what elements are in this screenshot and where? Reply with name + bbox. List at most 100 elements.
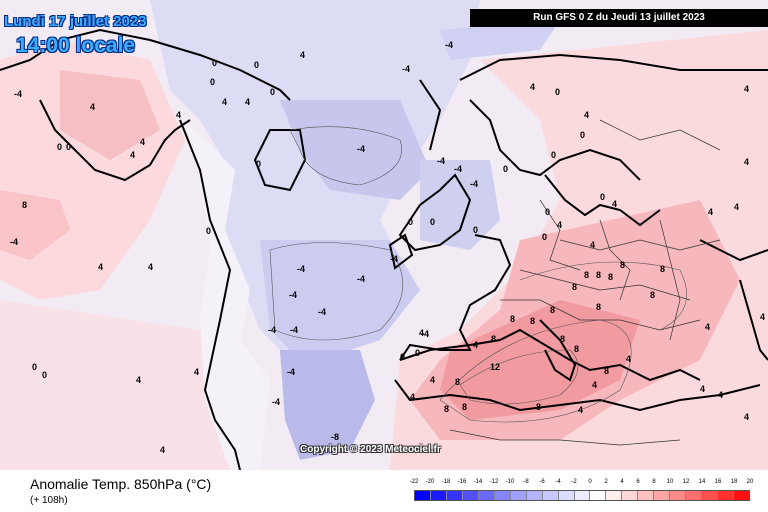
warm-anomaly-greenland-core xyxy=(60,70,160,160)
color-scale-label: 12 xyxy=(682,479,690,485)
contour-label: 8 xyxy=(462,402,467,412)
contour-label: 0 xyxy=(551,150,556,160)
contour-label: 0 xyxy=(254,60,259,70)
valid-date: Lundi 17 juillet 2023 xyxy=(4,13,147,30)
contour-label: 8 xyxy=(22,200,27,210)
contour-label: 0 xyxy=(545,207,550,217)
color-scale-cell xyxy=(638,491,655,500)
cool-anomaly-core-north xyxy=(280,100,430,200)
contour-label: 4 xyxy=(530,82,535,92)
contour-label: 4 xyxy=(140,137,145,147)
contour-label: 0 xyxy=(503,164,508,174)
contour-label: 4 xyxy=(222,97,227,107)
color-scale-cell xyxy=(606,491,623,500)
forecast-offset: (+ 108h) xyxy=(30,495,68,506)
contour-label: 0 xyxy=(473,225,478,235)
valid-time: 14:00 locale xyxy=(16,34,136,57)
color-scale-cell xyxy=(574,491,591,500)
color-scale-label: 10 xyxy=(666,479,674,485)
contour-label: 4 xyxy=(700,384,705,394)
italy-coast xyxy=(539,319,577,382)
color-scale-cell xyxy=(670,491,687,500)
contour-label: 4 xyxy=(744,412,749,422)
contour-label: 4 xyxy=(245,97,250,107)
color-scale-cell xyxy=(526,491,543,500)
warm-anomaly-atlantic xyxy=(0,300,260,470)
contour-8b xyxy=(519,261,687,331)
contour-label: 0 xyxy=(66,142,71,152)
cool-anomaly-norwegian-sea xyxy=(440,20,560,60)
contour-label: 8 xyxy=(596,302,601,312)
contour-label: 4 xyxy=(626,354,631,364)
copyright-text: Copyright © 2023 Meteociel.fr xyxy=(300,444,441,455)
color-scale-label: 14 xyxy=(698,479,706,485)
cool-anomaly-area xyxy=(150,0,480,360)
color-scale-label: 20 xyxy=(746,479,754,485)
color-scale-label: 8 xyxy=(652,479,656,485)
contour-label: 4 xyxy=(410,392,415,402)
contour-label: 0 xyxy=(430,217,435,227)
contour-label: 0 xyxy=(415,348,420,358)
color-scale-label: 0 xyxy=(588,479,592,485)
contour-8 xyxy=(439,319,632,423)
color-scale-cell xyxy=(718,491,735,500)
contour-label: 8 xyxy=(596,270,601,280)
contour-label: 4 xyxy=(705,322,710,332)
contour-label: 0 xyxy=(212,58,217,68)
contour-label: 4 xyxy=(578,405,583,415)
contour-label: -4 xyxy=(454,164,462,174)
map-title: Anomalie Temp. 850hPa (°C) xyxy=(30,476,212,492)
cool-anomaly-core-south xyxy=(280,350,375,460)
arctic-coast xyxy=(459,53,768,81)
norway-west-coast xyxy=(419,79,442,151)
contour-label: 4 xyxy=(592,380,597,390)
color-scale-cell xyxy=(478,491,495,500)
color-scale-label: -18 xyxy=(441,479,451,485)
color-scale-cell xyxy=(734,491,750,500)
contour-label: 0 xyxy=(580,130,585,140)
contour-label: 0 xyxy=(600,192,605,202)
contour-label: 0 xyxy=(32,362,37,372)
contour-label: -4 xyxy=(470,179,478,189)
contour-label: 4 xyxy=(419,328,424,338)
contour-label: 4 xyxy=(430,375,435,385)
color-scale-cell xyxy=(686,491,703,500)
border-line-1 xyxy=(559,239,721,251)
contour-label: 0 xyxy=(408,217,413,227)
contour-label: -4 xyxy=(421,329,429,339)
warm-anomaly-core xyxy=(440,300,640,420)
contour-label: -4 xyxy=(297,264,305,274)
color-scale-cell xyxy=(622,491,639,500)
contour-label: -4 xyxy=(402,64,410,74)
contour-label: 4 xyxy=(708,207,713,217)
contour-label: 4 xyxy=(473,340,478,350)
color-scale-cell xyxy=(446,491,463,500)
france-coast xyxy=(399,234,512,361)
color-scale-cell xyxy=(702,491,719,500)
color-scale-label: -14 xyxy=(473,479,483,485)
contour-label: 4 xyxy=(176,110,181,120)
contour-label: 4 xyxy=(584,110,589,120)
color-scale-label: -22 xyxy=(409,479,419,485)
contour-label: 0 xyxy=(206,226,211,236)
contour-label: 8 xyxy=(650,290,655,300)
contour-label: 8 xyxy=(550,305,555,315)
contour-label: 4 xyxy=(744,157,749,167)
contour-label: 8 xyxy=(604,366,609,376)
color-scale-label: -8 xyxy=(523,479,529,485)
contour-label: 4 xyxy=(734,202,739,212)
contour-label: -4 xyxy=(437,156,445,166)
border-line-7 xyxy=(599,119,721,151)
contour-label: 4 xyxy=(148,262,153,272)
contour-label: 12 xyxy=(490,362,500,372)
contour-label: 8 xyxy=(660,264,665,274)
color-scale-cell xyxy=(462,491,479,500)
border-line-5 xyxy=(599,219,631,301)
border-line-2 xyxy=(519,269,691,301)
color-scale-label: -12 xyxy=(489,479,499,485)
color-scale-label: -4 xyxy=(555,479,561,485)
color-scale-cell xyxy=(590,491,607,500)
color-scale-label: 2 xyxy=(604,479,608,485)
color-scale-label: -6 xyxy=(539,479,545,485)
